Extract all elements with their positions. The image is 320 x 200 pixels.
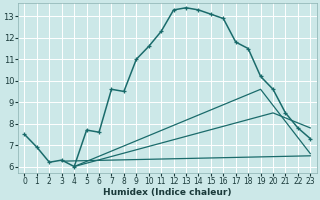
X-axis label: Humidex (Indice chaleur): Humidex (Indice chaleur) (103, 188, 232, 197)
